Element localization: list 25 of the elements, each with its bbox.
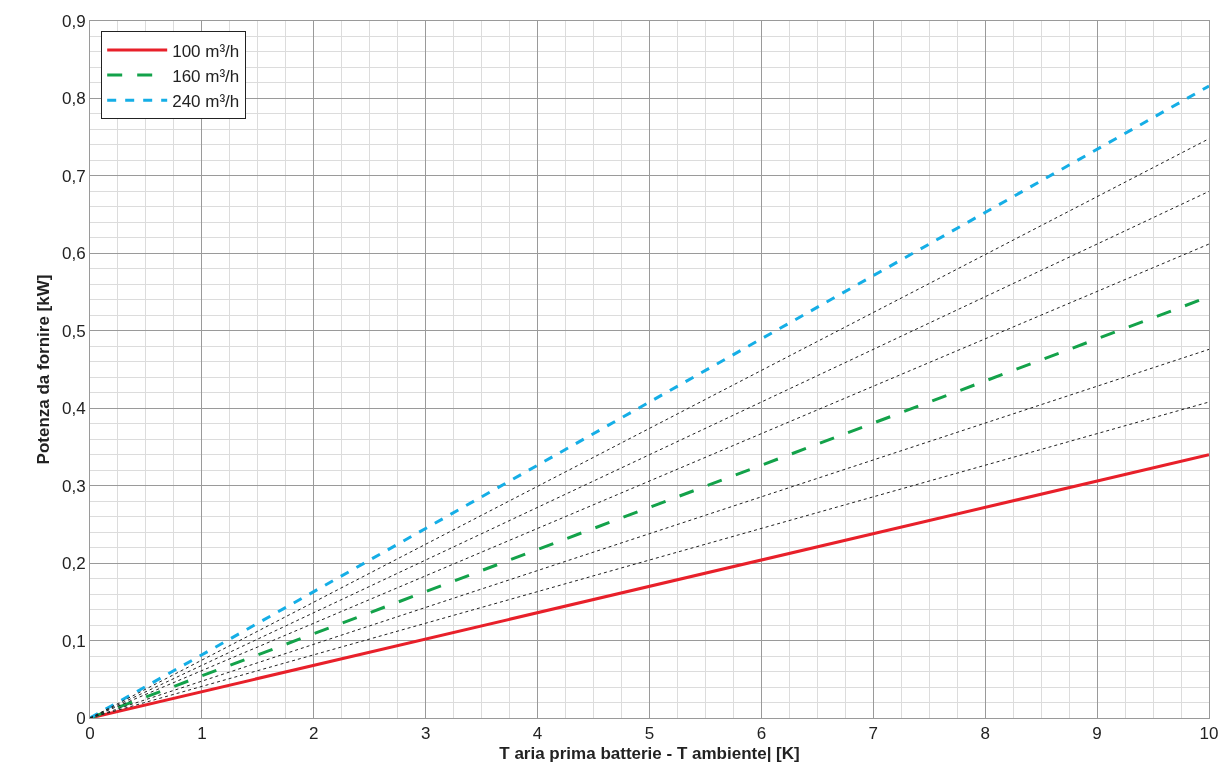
x-tick-label: 9 [1092,724,1102,744]
y-tick-label: 0,4 [61,399,86,419]
x-tick-label: 4 [532,724,543,744]
y-tick-label: 0,5 [61,321,86,341]
legend-label: 160 m³/h [172,66,240,86]
legend-label: 100 m³/h [172,41,240,61]
x-axis-title: T aria prima batterie - T ambiente| [K] [499,743,800,763]
x-tick-label: 6 [756,724,767,744]
x-tick-label: 10 [1199,724,1219,744]
y-axis-title: Potenza da fornire [kW] [33,274,53,465]
y-tick-label: 0,6 [61,244,86,264]
x-tick-label: 8 [980,724,990,744]
y-tick-label: 0,1 [61,631,86,651]
y-tick-label: 0,9 [61,11,86,31]
y-tick-label: 0,7 [61,166,86,186]
y-tick-label: 0,2 [61,554,86,574]
y-tick-label: 0,3 [61,476,86,496]
y-tick-label: 0 [76,708,86,728]
x-tick-label: 3 [420,724,431,744]
legend-label: 240 m³/h [172,91,240,111]
x-tick-label: 1 [197,724,207,744]
y-tick-label: 0,8 [61,89,86,109]
x-tick-label: 2 [309,724,319,744]
x-tick-label: 7 [868,724,879,744]
x-tick-label: 5 [644,724,655,744]
